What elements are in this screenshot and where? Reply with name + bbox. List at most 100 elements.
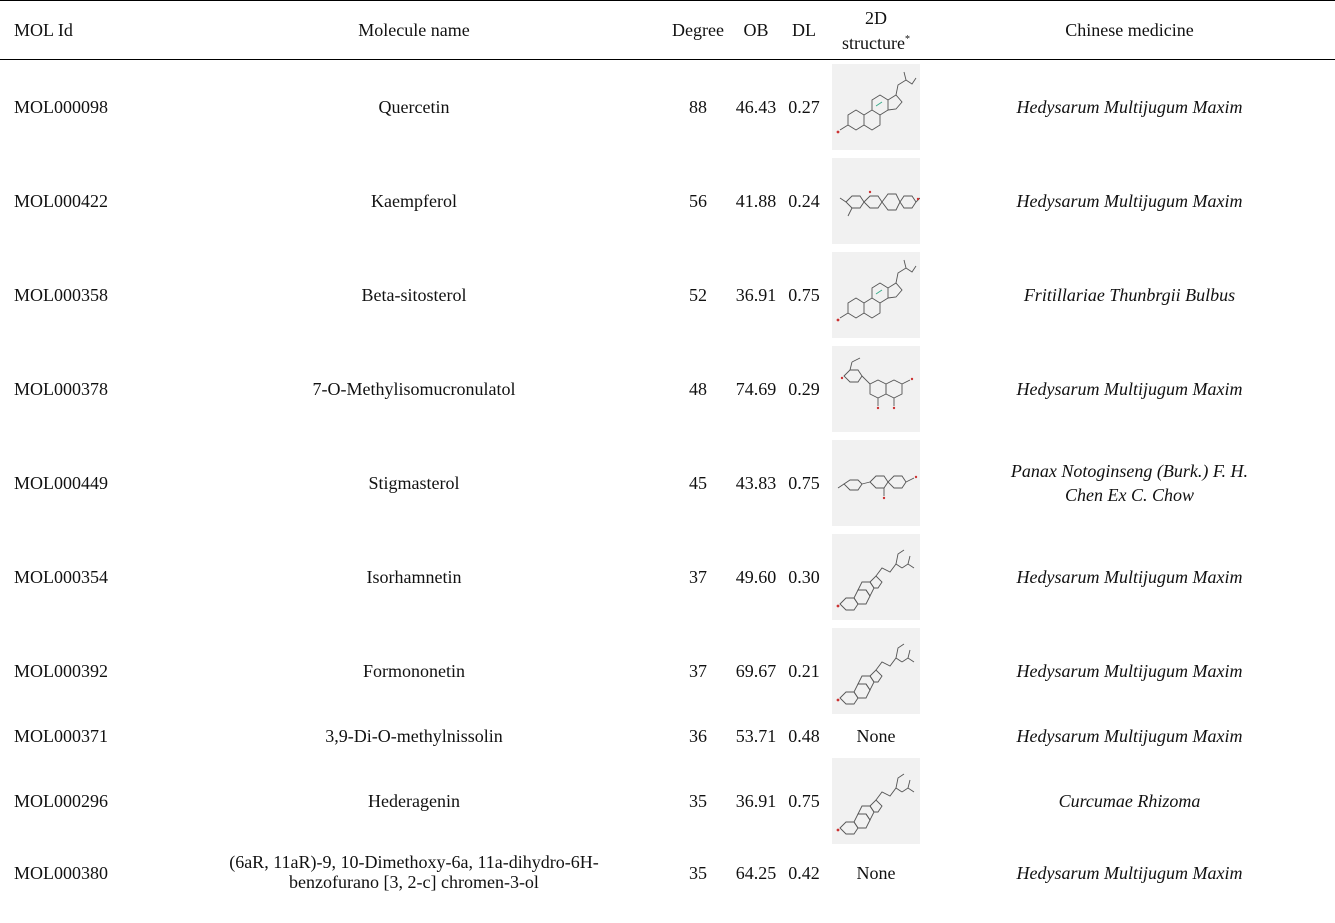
dl-cell: 0.75 <box>788 790 820 811</box>
ob-cell: 36.91 <box>735 284 777 305</box>
structure-cell <box>828 60 924 154</box>
header-2d-structure-line2: structure <box>842 32 905 53</box>
dl-cell: 0.48 <box>788 725 820 746</box>
mol-id-cell: MOL000422 <box>14 190 108 211</box>
dl-cell: 0.21 <box>788 660 820 681</box>
mol-id-cell: MOL000098 <box>14 96 108 117</box>
structure-none-text: None <box>856 725 896 746</box>
degree-cell: 35 <box>689 862 707 883</box>
mol-id-cell: MOL000380 <box>14 862 108 883</box>
molecule-name-cell: Beta-sitosterol <box>361 284 467 305</box>
header-row: MOL Id Molecule name Degree OB DL 2D str… <box>0 0 1335 60</box>
mol-id-cell: MOL000354 <box>14 566 108 587</box>
structure-cell <box>828 154 924 248</box>
header-molecule-name: Molecule name <box>358 20 470 40</box>
table-body: MOL000098 Quercetin 88 46.43 0.27 <box>0 60 1335 898</box>
chinese-medicine-cell: Hedysarum Multijugum Maxim <box>1016 96 1243 117</box>
molecule-name-cell: 3,9-Di-O-methylnissolin <box>325 725 503 746</box>
table-row: MOL000098 Quercetin 88 46.43 0.27 <box>0 60 1335 154</box>
table-row: MOL000358 Beta-sitosterol 52 36.91 0.75 <box>0 248 1335 342</box>
ob-cell: 49.60 <box>735 566 777 587</box>
molecule-name-line1: (6aR, 11aR)-9, 10-Dimethoxy-6a, 11a-dihy… <box>229 852 599 872</box>
sterol-structure-image <box>832 627 920 714</box>
chinese-medicine-cell: Panax Notoginseng (Burk.) F. H. Chen Ex … <box>924 436 1335 530</box>
mol-id-cell: MOL000392 <box>14 660 108 681</box>
compound-table: MOL Id Molecule name Degree OB DL 2D str… <box>0 0 1335 898</box>
chinese-medicine-cell: Fritillariae Thunbrgii Bulbus <box>1023 284 1236 305</box>
header-footnote-mark: * <box>904 33 910 45</box>
dl-cell: 0.27 <box>788 96 820 117</box>
header-dl: DL <box>792 20 816 40</box>
table-row: MOL000354 Isorhamnetin 37 49.60 0.30 <box>0 530 1335 624</box>
degree-cell: 37 <box>689 566 707 587</box>
header-mol-id: MOL Id <box>14 20 73 40</box>
ob-cell: 74.69 <box>735 378 777 399</box>
header-ob: OB <box>743 20 769 40</box>
chinese-medicine-cell: Hedysarum Multijugum Maxim <box>1016 190 1243 211</box>
table-header: MOL Id Molecule name Degree OB DL 2D str… <box>0 0 1335 60</box>
table-row: MOL000380 (6aR, 11aR)-9, 10-Dimethoxy-6a… <box>0 848 1335 898</box>
table-row: MOL000371 3,9-Di-O-methylnissolin 36 53.… <box>0 718 1335 754</box>
structure-none-text: None <box>856 862 896 883</box>
table-row: MOL000449 Stigmasterol 45 43.83 0.75 <box>0 436 1335 530</box>
degree-cell: 48 <box>689 378 707 399</box>
ob-cell: 43.83 <box>735 472 777 493</box>
table-row: MOL000422 Kaempferol 56 41.88 0.24 <box>0 154 1335 248</box>
degree-cell: 36 <box>689 725 707 746</box>
degree-cell: 35 <box>689 790 707 811</box>
degree-cell: 52 <box>689 284 707 305</box>
molecule-name-cell: (6aR, 11aR)-9, 10-Dimethoxy-6a, 11a-dihy… <box>164 848 664 898</box>
mol-id-cell: MOL000378 <box>14 378 108 399</box>
ob-cell: 41.88 <box>735 190 777 211</box>
structure-cell <box>828 530 924 624</box>
dl-cell: 0.30 <box>788 566 820 587</box>
mol-id-cell: MOL000296 <box>14 790 108 811</box>
degree-cell: 56 <box>689 190 707 211</box>
header-chinese-medicine: Chinese medicine <box>1065 20 1194 40</box>
dl-cell: 0.24 <box>788 190 820 211</box>
chinese-medicine-cell: Curcumae Rhizoma <box>1058 790 1201 811</box>
chinese-medicine-cell: Hedysarum Multijugum Maxim <box>1016 378 1243 399</box>
dl-cell: 0.75 <box>788 284 820 305</box>
chinese-medicine-line2: Chen Ex C. Chow <box>1064 484 1194 505</box>
table-row: MOL000296 Hederagenin 35 36.91 0.75 <box>0 754 1335 848</box>
ob-cell: 36.91 <box>735 790 777 811</box>
chinese-medicine-cell: Hedysarum Multijugum Maxim <box>1016 725 1243 746</box>
mol-id-cell: MOL000449 <box>14 472 108 493</box>
chinese-medicine-cell: Hedysarum Multijugum Maxim <box>1016 660 1243 681</box>
ob-cell: 53.71 <box>735 725 777 746</box>
dl-cell: 0.42 <box>788 862 820 883</box>
header-2d-structure-line1: 2D <box>865 7 887 28</box>
structure-cell <box>828 624 924 718</box>
table-row: MOL000378 7-O-Methylisomucronulatol 48 7… <box>0 342 1335 436</box>
dl-cell: 0.75 <box>788 472 820 493</box>
molecule-name-cell: Quercetin <box>378 96 450 117</box>
chinese-medicine-line1: Panax Notoginseng (Burk.) F. H. <box>1010 460 1249 481</box>
molecule-name-multiline: (6aR, 11aR)-9, 10-Dimethoxy-6a, 11a-dihy… <box>229 852 599 892</box>
header-2d-structure: 2D structure* <box>828 1 924 60</box>
molecule-name-line2: benzofurano [3, 2-c] chromen-3-ol <box>289 872 539 892</box>
mol-id-cell: MOL000358 <box>14 284 108 305</box>
pterocarpan-structure-image <box>832 157 920 244</box>
degree-cell: 45 <box>689 472 707 493</box>
molecule-name-cell: Isorhamnetin <box>366 566 462 587</box>
dl-cell: 0.29 <box>788 378 820 399</box>
steroid-structure-image <box>832 63 920 150</box>
ob-cell: 69.67 <box>735 660 777 681</box>
compound-table-container: MOL Id Molecule name Degree OB DL 2D str… <box>0 0 1335 898</box>
molecule-name-cell: Hederagenin <box>368 790 460 811</box>
header-degree: Degree <box>672 20 724 40</box>
structure-cell <box>828 436 924 530</box>
isoflavone-structure-image <box>832 439 920 526</box>
chinese-medicine-multiline: Panax Notoginseng (Burk.) F. H. Chen Ex … <box>1011 459 1248 507</box>
ob-cell: 46.43 <box>735 96 777 117</box>
chinese-medicine-cell: Hedysarum Multijugum Maxim <box>1016 566 1243 587</box>
sterol-structure-image <box>832 757 920 844</box>
degree-cell: 88 <box>689 96 707 117</box>
steroid-structure-image <box>832 251 920 338</box>
flavonol-structure-image <box>832 345 920 432</box>
molecule-name-cell: 7-O-Methylisomucronulatol <box>312 378 516 399</box>
ob-cell: 64.25 <box>735 862 777 883</box>
structure-cell <box>828 754 924 848</box>
mol-id-cell: MOL000371 <box>14 725 108 746</box>
